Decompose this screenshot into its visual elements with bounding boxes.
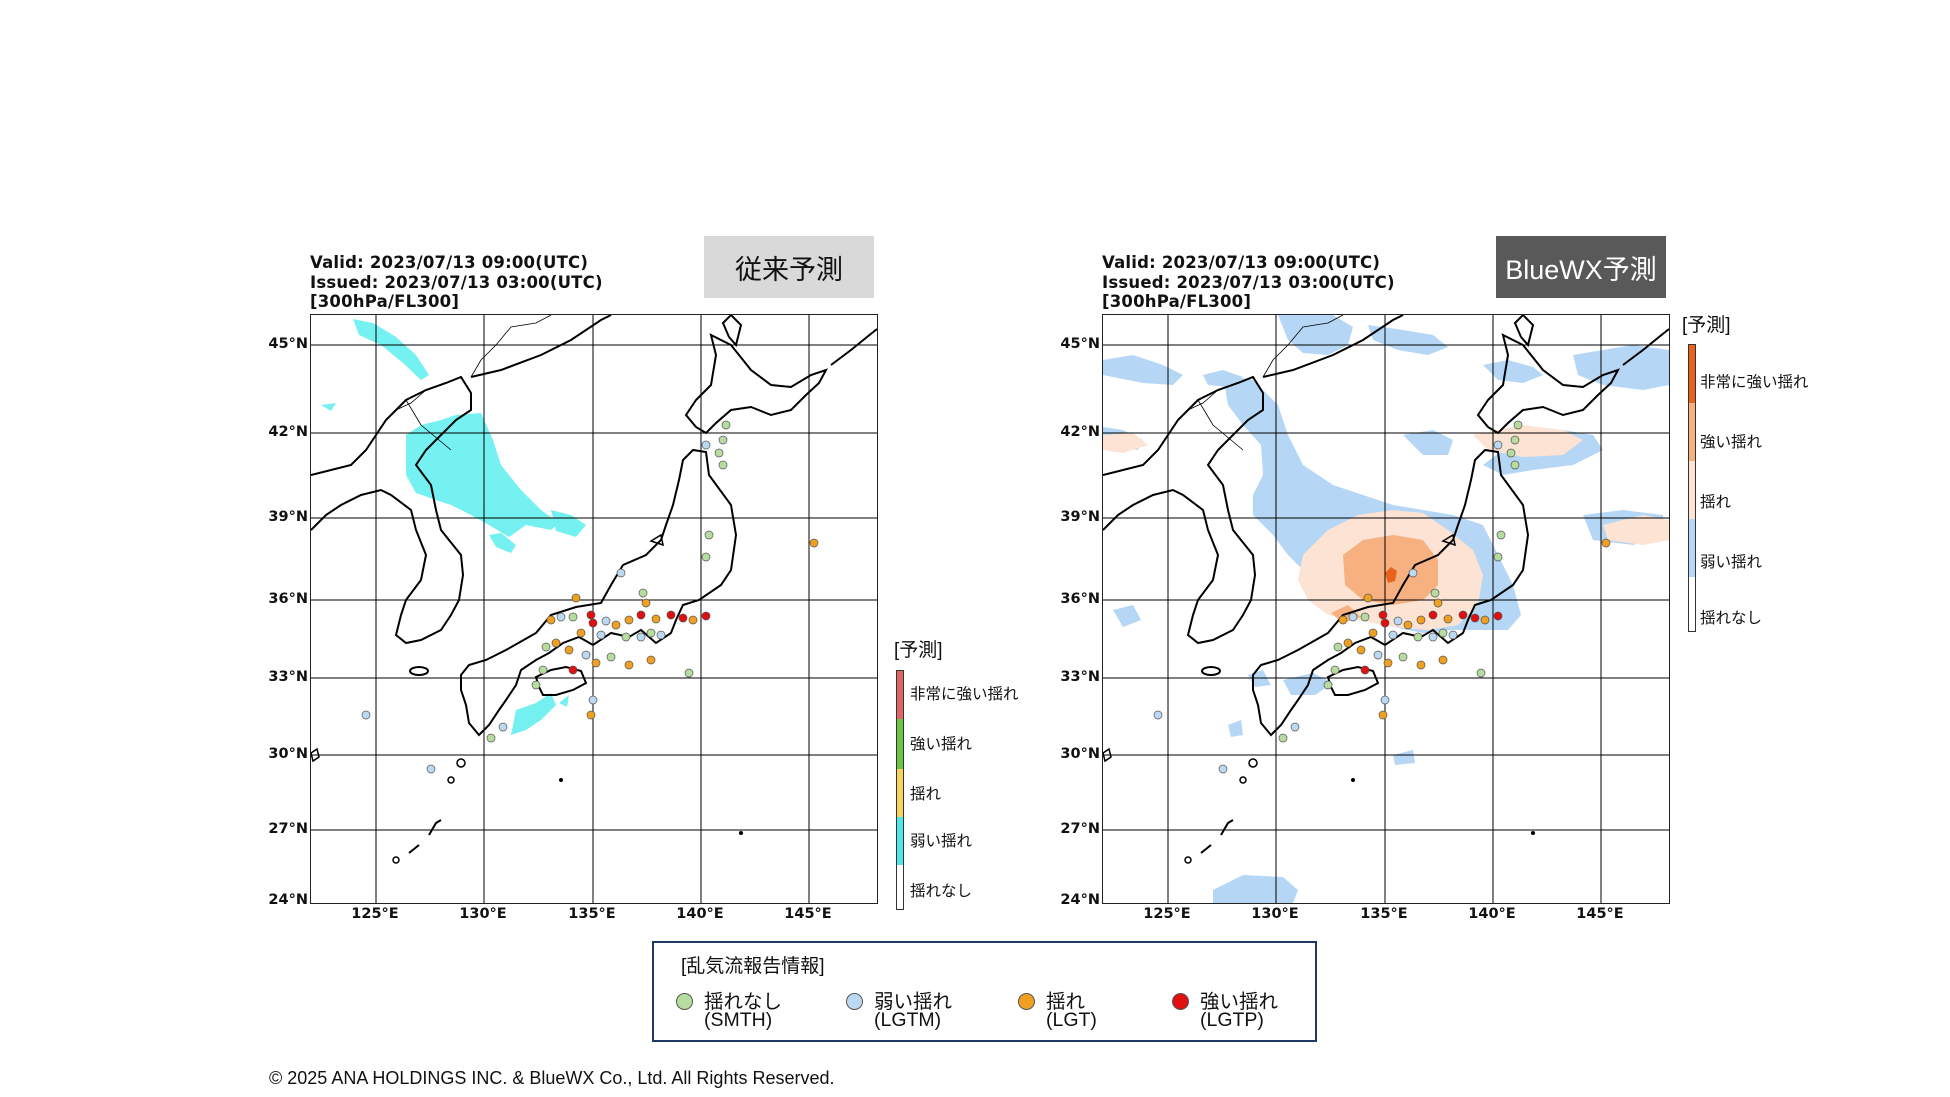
turbulence-map[interactable]: [1102, 314, 1670, 904]
lat-label: 39°N: [1060, 509, 1100, 525]
lat-label: 27°N: [1060, 821, 1100, 837]
issued-time: Issued: 2023/07/13 03:00(UTC): [1102, 272, 1395, 292]
lat-label: 42°N: [268, 424, 308, 440]
level-label: [300hPa/FL300]: [1102, 292, 1252, 311]
legend-swatch-none: [897, 865, 903, 909]
report-code: (LGT): [1046, 1009, 1097, 1031]
lat-label: 36°N: [268, 591, 308, 607]
legend-swatch-strong: [1689, 403, 1695, 461]
orange-dot-icon: [1018, 993, 1035, 1010]
legend-swatch-very-strong: [897, 671, 903, 719]
blue-dot-icon: [846, 993, 863, 1010]
lat-label: 24°N: [268, 892, 308, 908]
lon-label: 135°E: [568, 906, 616, 922]
legend-item: 非常に強い揺れ: [1700, 374, 1809, 391]
report-code: (SMTH): [704, 1009, 773, 1031]
lat-label: 33°N: [268, 669, 308, 685]
level-label: [300hPa/FL300]: [310, 292, 460, 311]
green-dot-icon: [676, 993, 693, 1010]
issued-time: Issued: 2023/07/13 03:00(UTC): [310, 272, 603, 292]
copyright-notice: © 2025 ANA HOLDINGS INC. & BlueWX Co., L…: [269, 1068, 835, 1088]
report-legend-title: [乱気流報告情報]: [681, 956, 825, 977]
lat-label: 30°N: [268, 746, 308, 762]
map-canvas: [1103, 315, 1669, 903]
lat-label: 24°N: [1060, 892, 1100, 908]
forecast-legend: [予測] 非常に強い揺れ 強い揺れ 揺れ 弱い揺れ 揺れなし: [1682, 310, 1809, 632]
legend-item: 揺れなし: [910, 883, 973, 900]
report-legend: [乱気流報告情報] 揺れなし (SMTH) 弱い揺れ (LGTM) 揺れ (LG…: [652, 941, 1317, 1042]
legend-swatch-none: [1689, 577, 1695, 631]
legend-item: 揺れ: [910, 786, 942, 803]
legend-title: [予測]: [894, 640, 943, 661]
valid-time: Valid: 2023/07/13 09:00(UTC): [1102, 253, 1381, 272]
legend-color-bar: [896, 670, 904, 910]
lon-label: 140°E: [1468, 906, 1516, 922]
lat-label: 42°N: [1060, 424, 1100, 440]
lat-label: 45°N: [1060, 336, 1100, 352]
legend-item: 非常に強い揺れ: [910, 686, 1019, 703]
report-code: (LGTM): [874, 1009, 942, 1031]
lat-label: 33°N: [1060, 669, 1100, 685]
legend-item: 揺れ: [1700, 494, 1732, 511]
right-forecast-panel: Valid: 2023/07/13 09:00(UTC) Issued: 202…: [1042, 230, 1842, 930]
left-forecast-panel: Valid: 2023/07/13 09:00(UTC) Issued: 202…: [250, 230, 1050, 930]
lon-label: 135°E: [1360, 906, 1408, 922]
lon-label: 145°E: [784, 906, 832, 922]
lon-label: 145°E: [1576, 906, 1624, 922]
lon-label: 125°E: [1143, 906, 1191, 922]
report-label: 弱い揺れ: [874, 991, 953, 1013]
report-code: (LGTP): [1200, 1009, 1264, 1031]
legend-item: 弱い揺れ: [910, 833, 973, 850]
report-label: 揺れなし: [704, 991, 783, 1013]
forecast-area-very-strong: [1385, 567, 1397, 583]
legend-item: 揺れなし: [1700, 610, 1763, 627]
turbulence-map[interactable]: [310, 314, 878, 904]
model-badge: 従来予測: [704, 236, 874, 298]
lat-label: 27°N: [268, 821, 308, 837]
legend-item: 強い揺れ: [1700, 434, 1763, 451]
panel-header: Valid: 2023/07/13 09:00(UTC) Issued: 202…: [1102, 253, 1395, 312]
legend-swatch-strong: [897, 719, 903, 769]
legend-swatch-weak: [897, 817, 903, 865]
legend-swatch-moderate: [1689, 461, 1695, 519]
report-label: 強い揺れ: [1200, 991, 1279, 1013]
lon-label: 130°E: [459, 906, 507, 922]
lon-label: 125°E: [351, 906, 399, 922]
model-badge: BlueWX予測: [1496, 236, 1666, 298]
panel-header: Valid: 2023/07/13 09:00(UTC) Issued: 202…: [310, 253, 603, 312]
lat-label: 36°N: [1060, 591, 1100, 607]
lat-label: 45°N: [268, 336, 308, 352]
red-dot-icon: [1172, 993, 1189, 1010]
legend-item: 強い揺れ: [910, 736, 973, 753]
map-canvas: [311, 315, 877, 903]
legend-title: [予測]: [1682, 315, 1731, 336]
forecast-legend: [予測] 非常に強い揺れ 強い揺れ 揺れ 弱い揺れ 揺れなし: [894, 635, 1019, 910]
legend-item: 弱い揺れ: [1700, 554, 1763, 571]
report-label: 揺れ: [1046, 991, 1086, 1013]
lat-label: 39°N: [268, 509, 308, 525]
legend-color-bar: [1688, 344, 1696, 632]
lon-label: 140°E: [676, 906, 724, 922]
valid-time: Valid: 2023/07/13 09:00(UTC): [310, 253, 589, 272]
legend-swatch-moderate: [897, 769, 903, 817]
legend-swatch-very-strong: [1689, 345, 1695, 403]
lon-label: 130°E: [1251, 906, 1299, 922]
legend-swatch-weak: [1689, 519, 1695, 577]
lat-label: 30°N: [1060, 746, 1100, 762]
